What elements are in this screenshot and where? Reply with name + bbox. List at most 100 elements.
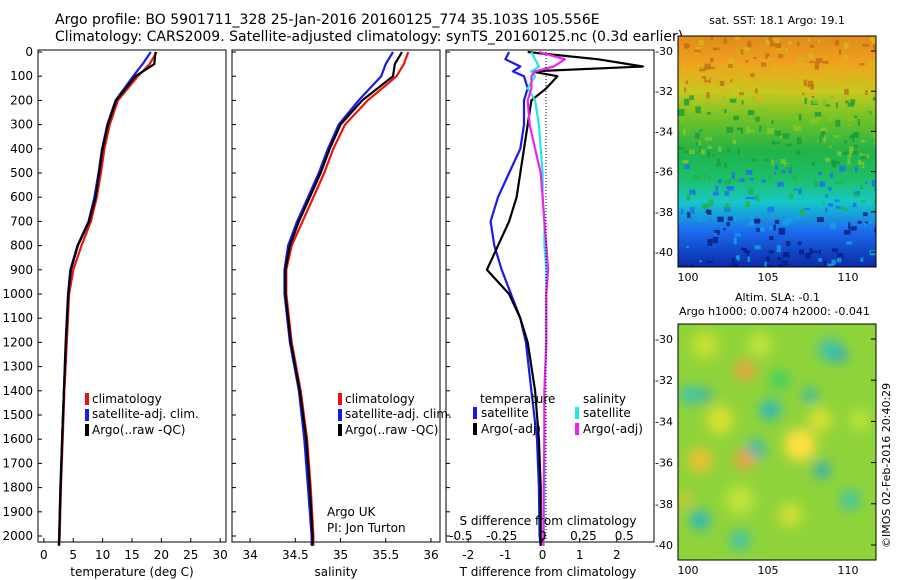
- sla-map-frame: [677, 323, 877, 561]
- sst-speckle: [786, 143, 792, 147]
- sst-speckle: [684, 163, 690, 170]
- sst-speckle: [771, 120, 774, 124]
- sst-speckle: [811, 119, 818, 124]
- x-tick-label: 0: [40, 548, 48, 562]
- sst-speckle: [737, 255, 740, 261]
- sst-speckle: [808, 53, 814, 60]
- sst-speckle: [740, 49, 744, 55]
- sst-speckle: [836, 257, 842, 263]
- x-tick-label: 34.5: [282, 548, 309, 562]
- sst-speckle: [747, 110, 755, 116]
- sst-speckle: [860, 74, 865, 79]
- sst-speckle: [841, 179, 844, 184]
- sst-speckle: [816, 58, 823, 63]
- map-lat-label: -32: [655, 85, 673, 98]
- sst-speckle: [804, 207, 810, 211]
- plot-title: Argo profile: BO 5901711_328 25-Jan-2016…: [55, 12, 600, 28]
- depth-tick-label: 1900: [2, 505, 33, 519]
- sst-speckle: [784, 48, 788, 53]
- sst-speckle: [700, 149, 706, 155]
- sst-speckle: [725, 202, 730, 210]
- sst-speckle: [705, 73, 710, 81]
- sst-speckle: [689, 149, 695, 154]
- sst-speckle: [794, 188, 797, 191]
- depth-tick-label: 0: [25, 45, 33, 59]
- sst-speckle: [810, 83, 815, 90]
- sst-speckle: [777, 182, 784, 187]
- sst-speckle: [869, 220, 873, 225]
- sst-speckle: [860, 257, 864, 262]
- sst-speckle: [764, 261, 767, 267]
- sst-speckle: [745, 60, 749, 63]
- sla-blob: [680, 385, 700, 405]
- map-lon-label: 105: [758, 271, 779, 284]
- sst-speckle: [834, 199, 840, 203]
- sst-speckle: [833, 135, 840, 138]
- sst-speckle: [705, 209, 708, 213]
- sst-speckle: [697, 215, 702, 223]
- legend-sal-satellite: satellite: [583, 406, 631, 420]
- legend-sal-argo: Argo(-adj): [583, 422, 643, 436]
- sst-speckle: [777, 257, 782, 261]
- sla-blob: [679, 494, 691, 506]
- sst-speckle: [704, 82, 710, 87]
- sst-speckle: [702, 219, 707, 222]
- sst-speckle: [727, 147, 730, 153]
- sst-speckle: [864, 56, 868, 60]
- sst-speckle: [787, 41, 792, 45]
- salinity-series-2: [284, 51, 403, 546]
- sst-speckle: [790, 78, 794, 82]
- sst-speckle: [716, 162, 722, 167]
- salinity-axis-label: salinity: [314, 565, 357, 579]
- sst-speckle: [844, 229, 851, 235]
- x-tick-label: 20: [154, 548, 169, 562]
- difference-axis-label: T difference from climatology: [459, 565, 637, 579]
- sst-speckle: [761, 179, 766, 183]
- sst-map: [678, 36, 876, 267]
- map-lat-label: -36: [655, 457, 673, 470]
- sst-speckle: [753, 56, 757, 59]
- depth-tick-label: 1000: [2, 287, 33, 301]
- sst-speckle: [768, 174, 771, 181]
- sst-speckle: [810, 44, 814, 48]
- sst-speckle: [733, 115, 739, 121]
- sst-speckle: [724, 108, 727, 114]
- sst-speckle: [767, 56, 771, 62]
- sst-speckle: [732, 139, 737, 144]
- map-lat-label: -30: [655, 45, 673, 58]
- sst-speckle: [850, 226, 857, 231]
- sst-speckle: [774, 141, 780, 145]
- sst-speckle: [731, 263, 739, 267]
- sst-speckle: [729, 98, 737, 103]
- sst-speckle: [874, 141, 876, 146]
- sst-speckle: [786, 217, 794, 223]
- sst-speckle: [785, 163, 792, 171]
- sst-speckle: [847, 157, 851, 165]
- sla-map-title: Altim. SLA: -0.1: [735, 291, 820, 304]
- sst-speckle: [701, 79, 704, 83]
- sst-speckle: [853, 144, 859, 149]
- sst-speckle: [714, 48, 717, 51]
- sst-speckle: [734, 36, 740, 40]
- sst-speckle: [689, 95, 694, 100]
- depth-tick-label: 200: [10, 93, 33, 107]
- sst-speckle: [848, 222, 851, 230]
- sst-speckle: [698, 39, 705, 46]
- sst-speckle: [723, 88, 730, 94]
- sst-speckle: [859, 63, 865, 66]
- sst-speckle: [833, 264, 839, 267]
- salinity-series-0: [285, 51, 410, 546]
- sst-speckle: [775, 48, 781, 51]
- sst-speckle: [871, 37, 876, 45]
- sst-speckle: [844, 42, 849, 49]
- sst-speckle: [809, 248, 813, 255]
- sst-speckle: [874, 188, 876, 192]
- sst-speckle: [769, 40, 777, 47]
- sst-speckle: [845, 209, 853, 212]
- sst-speckle: [712, 191, 719, 196]
- temperature-legend: climatology satellite-adj. clim. Argo(..…: [85, 392, 199, 437]
- sst-speckle: [825, 207, 828, 213]
- sst-speckle: [719, 80, 725, 87]
- sst-speckle: [782, 133, 790, 139]
- sst-speckle: [823, 260, 826, 267]
